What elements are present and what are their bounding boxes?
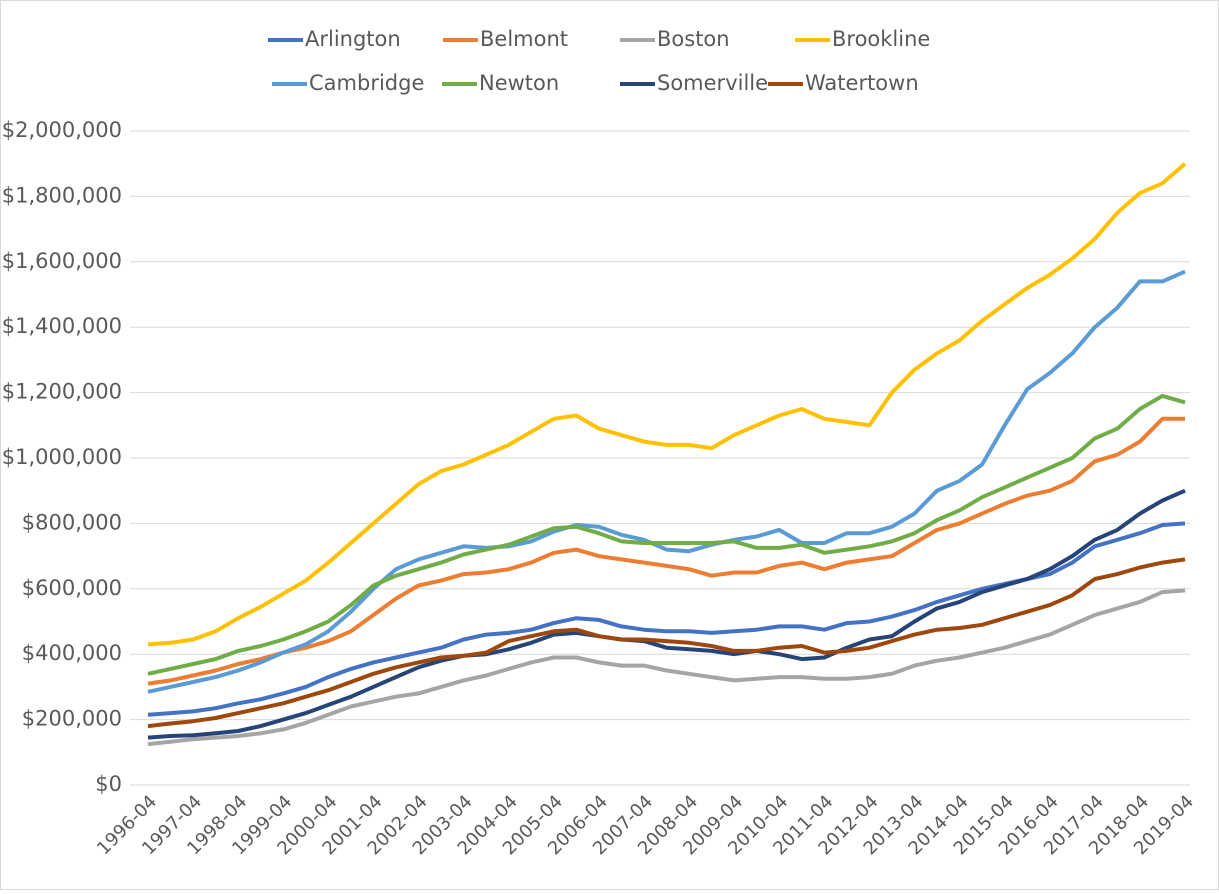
legend-label: Brookline	[832, 27, 930, 51]
y-tick-label: $1,200,000	[2, 380, 122, 404]
legend-label: Newton	[479, 71, 559, 95]
y-tick-label: $1,000,000	[2, 445, 122, 469]
y-tick-label: $1,400,000	[2, 314, 122, 338]
series-line	[147, 393, 1186, 676]
y-tick-label: $1,800,000	[2, 183, 122, 207]
legend-label: Somerville	[657, 71, 768, 95]
y-tick-label: $600,000	[22, 576, 122, 600]
legend-label: Belmont	[480, 27, 568, 51]
series-line	[147, 588, 1186, 747]
y-tick-label: $2,000,000	[2, 118, 122, 142]
series-line	[147, 557, 1186, 729]
y-tick-label: $200,000	[22, 707, 122, 731]
y-tick-label: $800,000	[22, 510, 122, 534]
y-tick-label: $400,000	[22, 641, 122, 665]
legend-label: Arlington	[305, 27, 401, 51]
legend-label: Boston	[657, 27, 730, 51]
legend-label: Watertown	[805, 71, 919, 95]
legend-label: Cambridge	[309, 71, 424, 95]
y-tick-label: $0	[95, 772, 122, 796]
series-line	[147, 162, 1187, 647]
series-line	[147, 269, 1186, 694]
series-line	[147, 416, 1185, 686]
y-tick-label: $1,600,000	[2, 249, 122, 273]
series-line	[147, 488, 1186, 740]
